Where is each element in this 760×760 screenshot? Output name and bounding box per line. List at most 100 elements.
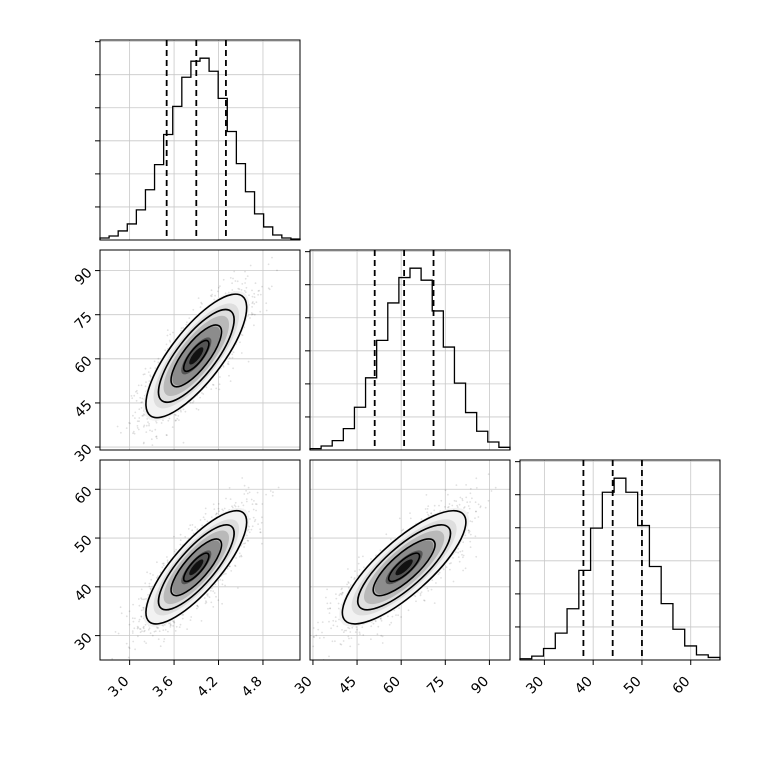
sample-point	[207, 593, 209, 595]
sample-point	[252, 313, 254, 316]
sample-point	[427, 513, 429, 516]
sample-point	[146, 418, 149, 420]
sample-point	[138, 620, 140, 623]
sample-point	[211, 293, 214, 296]
sample-point	[197, 297, 200, 299]
sample-point	[136, 389, 138, 392]
sample-point	[226, 362, 229, 365]
sample-point	[231, 289, 234, 291]
sample-point	[464, 567, 467, 570]
sample-point	[234, 564, 236, 567]
sample-point	[335, 597, 338, 600]
sample-point	[455, 551, 457, 553]
sample-point	[277, 486, 280, 489]
contour-line	[170, 538, 223, 597]
sample-point	[206, 594, 208, 596]
contour-line	[182, 339, 210, 373]
sample-point	[157, 626, 160, 629]
sample-point	[133, 432, 136, 435]
sample-point	[156, 576, 158, 579]
sample-point	[249, 264, 252, 267]
sample-point	[257, 523, 259, 525]
sample-point	[397, 614, 399, 617]
sample-point	[356, 628, 358, 631]
sample-point	[321, 621, 324, 623]
sample-point	[477, 503, 480, 506]
sample-point	[229, 277, 232, 279]
sample-point	[180, 410, 182, 413]
sample-point	[141, 598, 143, 601]
contour-line	[145, 509, 248, 625]
sample-point	[148, 585, 151, 588]
sample-point	[201, 524, 204, 527]
sample-point	[174, 413, 176, 416]
sample-point	[398, 607, 400, 609]
sample-point	[149, 587, 152, 590]
sample-point	[144, 582, 147, 585]
sample-point	[400, 616, 402, 618]
sample-point	[231, 353, 234, 356]
sample-point	[216, 290, 219, 293]
sample-point	[150, 438, 153, 441]
sample-point	[213, 508, 216, 510]
sample-point	[182, 614, 185, 616]
panel-2-1	[309, 459, 511, 661]
sample-point	[199, 519, 202, 521]
sample-point	[175, 625, 178, 628]
sample-point	[233, 504, 236, 507]
sample-point	[268, 288, 271, 291]
sample-point	[313, 636, 315, 638]
sample-point	[166, 329, 169, 331]
sample-point	[329, 607, 331, 610]
sample-point	[345, 629, 348, 632]
sample-point	[119, 606, 122, 609]
sample-point	[234, 501, 237, 504]
sample-point	[189, 619, 192, 621]
sample-point	[167, 630, 169, 633]
sample-point	[169, 622, 172, 625]
sample-point	[468, 530, 471, 533]
sample-point	[219, 376, 221, 378]
sample-point	[145, 381, 147, 384]
sample-point	[155, 626, 158, 628]
sample-point	[162, 629, 165, 632]
sample-point	[204, 602, 207, 605]
sample-point	[203, 597, 206, 599]
sample-point	[175, 548, 178, 551]
sample-point	[251, 503, 254, 506]
sample-point	[130, 395, 133, 397]
sample-point	[166, 556, 168, 558]
sample-point	[182, 327, 185, 329]
sample-point	[228, 357, 231, 359]
sample-point	[199, 396, 202, 399]
sample-point	[162, 562, 165, 565]
sample-point	[260, 521, 263, 524]
density-shade	[189, 559, 204, 576]
sample-point	[165, 434, 168, 436]
sample-point	[151, 634, 154, 637]
sample-point	[456, 504, 458, 507]
contour-line	[157, 524, 235, 611]
sample-point	[242, 504, 245, 507]
sample-point	[237, 587, 239, 589]
sample-point	[270, 285, 273, 288]
sample-point	[139, 396, 142, 399]
sample-point	[419, 592, 422, 595]
sample-point	[157, 638, 160, 641]
sample-point	[150, 578, 153, 581]
sample-point	[244, 282, 247, 284]
sample-point	[132, 430, 135, 433]
sample-point	[179, 539, 182, 541]
sample-point	[347, 582, 350, 584]
sample-point	[204, 512, 207, 515]
sample-point	[218, 510, 221, 513]
sample-point	[196, 604, 199, 607]
sample-point	[250, 498, 253, 501]
sample-point	[167, 419, 170, 422]
sample-point	[138, 417, 141, 419]
sample-point	[339, 593, 342, 595]
sample-point	[475, 510, 477, 513]
sample-point	[253, 292, 256, 295]
sample-point	[132, 620, 135, 623]
